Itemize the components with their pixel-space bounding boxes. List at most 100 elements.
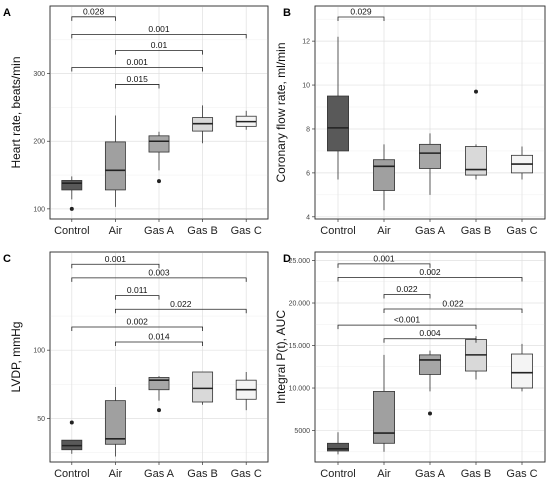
y-axis-label: Coronary flow rate, ml/min — [274, 42, 288, 182]
box-control — [327, 36, 349, 180]
panel-letter: C — [3, 253, 11, 265]
comparison-bracket: 0.002 — [337, 267, 523, 282]
box-iqr — [192, 371, 214, 403]
box-gas-b — [192, 105, 214, 144]
box-control — [61, 176, 83, 211]
p-value-label: 0.014 — [148, 332, 170, 342]
box-iqr — [148, 377, 170, 391]
bracket-line — [71, 326, 203, 331]
box-air — [104, 115, 126, 207]
x-tick-label: Air — [377, 468, 391, 480]
box-control — [327, 432, 349, 455]
x-tick-label: Gas A — [144, 468, 175, 480]
y-tick-label: 4 — [306, 214, 310, 221]
box-iqr — [104, 141, 126, 191]
bracket-line — [71, 16, 116, 21]
y-tick-label: 5000 — [294, 428, 310, 435]
outlier-point — [69, 420, 74, 425]
comparison-bracket: 0.004 — [383, 328, 477, 343]
box-gas-c — [235, 372, 257, 411]
p-value-label: 0.022 — [442, 298, 464, 308]
comparison-bracket: 0.015 — [115, 74, 160, 89]
p-value-label: 0.003 — [148, 267, 170, 277]
bracket-line — [71, 34, 247, 39]
box-iqr — [419, 354, 441, 375]
x-tick-label: Gas B — [461, 225, 492, 237]
box-gas-a — [148, 376, 170, 413]
y-axis-label: Heart rate, beats/min — [9, 56, 23, 168]
box-gas-a — [419, 133, 441, 195]
x-tick-label: Gas B — [187, 225, 218, 237]
box-iqr — [148, 135, 170, 153]
bracket-line — [115, 50, 203, 55]
panel-letter: D — [283, 253, 291, 265]
bracket-line — [383, 338, 477, 343]
x-tick-label: Air — [377, 225, 391, 237]
comparison-bracket: 0.014 — [115, 332, 203, 346]
x-tick-label: Gas C — [506, 468, 537, 480]
x-tick-label: Gas A — [415, 468, 446, 480]
bracket-line — [115, 295, 160, 300]
y-tick-label: 200 — [33, 139, 45, 146]
x-tick-label: Gas C — [231, 468, 262, 480]
p-value-label: 0.001 — [373, 253, 395, 263]
x-tick-label: Control — [320, 468, 355, 480]
box-gas-a — [419, 350, 441, 416]
y-tick-label: 50 — [37, 416, 45, 423]
x-tick-label: Gas A — [144, 225, 175, 237]
box-gas-c — [235, 110, 257, 130]
p-value-label: <0.001 — [394, 315, 421, 325]
outlier-point — [69, 206, 74, 211]
outlier-point — [428, 411, 432, 416]
p-value-label: 0.001 — [148, 24, 170, 34]
comparison-bracket: 0.01 — [115, 40, 203, 55]
box-control — [61, 420, 83, 454]
comparison-bracket: 0.002 — [71, 317, 203, 331]
box-iqr — [327, 442, 349, 452]
y-tick-label: 10.000 — [289, 386, 311, 393]
comparison-bracket: 0.001 — [71, 57, 203, 72]
bracket-line — [383, 294, 431, 299]
p-value-label: 0.01 — [151, 40, 168, 50]
p-value-label: 0.002 — [127, 317, 149, 327]
box-iqr — [465, 146, 487, 176]
box-gas-a — [148, 131, 170, 184]
outlier-point — [157, 408, 161, 413]
comparison-bracket: 0.001 — [337, 253, 431, 268]
box-air — [373, 144, 395, 211]
x-tick-label: Gas C — [506, 225, 537, 237]
y-tick-label: 8 — [306, 126, 310, 133]
y-axis-label: Integral P(t), AUC — [274, 310, 288, 404]
box-air — [104, 387, 126, 457]
y-tick-label: 15.000 — [289, 343, 311, 350]
x-tick-label: Gas B — [461, 468, 492, 480]
comparison-bracket: 0.001 — [71, 254, 160, 269]
p-value-label: 0.015 — [127, 74, 149, 84]
p-value-label: 0.001 — [105, 254, 127, 264]
bracket-line — [71, 67, 203, 72]
comparison-bracket: 0.029 — [337, 6, 385, 21]
comparison-bracket: 0.011 — [115, 285, 160, 300]
bracket-line — [115, 341, 203, 346]
p-value-label: 0.002 — [419, 267, 441, 277]
box-gas-c — [511, 146, 533, 180]
bracket-line — [71, 263, 160, 269]
box-gas-b — [192, 371, 214, 405]
box-iqr — [419, 143, 441, 169]
outlier-point — [474, 89, 478, 94]
box-iqr — [373, 391, 395, 444]
bracket-line — [71, 277, 247, 282]
box-iqr — [327, 95, 349, 152]
p-value-label: 0.004 — [419, 328, 441, 338]
x-tick-label: Gas A — [415, 225, 446, 237]
y-tick-label: 25.000 — [289, 258, 311, 265]
panel-letter: A — [3, 7, 11, 19]
y-tick-label: 300 — [33, 71, 45, 78]
box-iqr — [104, 400, 126, 445]
outlier-point — [157, 179, 161, 184]
panel-d: 5000 10.000 15.000 20.000 25.000 Control Air Ga… — [274, 251, 546, 480]
bracket-line — [115, 308, 247, 314]
y-tick-label: 6 — [306, 170, 310, 177]
x-tick-label: Gas B — [187, 468, 218, 480]
x-tick-label: Air — [109, 468, 123, 480]
